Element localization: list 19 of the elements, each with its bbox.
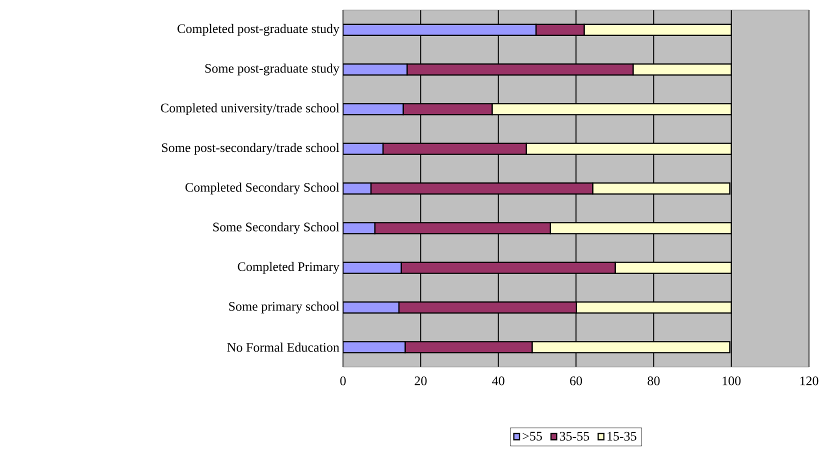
y-tick-label: Completed university/trade school <box>160 103 340 116</box>
y-tick-label: Completed Primary <box>238 262 340 274</box>
y-tick-label: No Formal Education <box>227 342 340 352</box>
x-tick-label: 40 <box>492 376 504 386</box>
y-tick-label: Some Secondary School <box>213 222 340 234</box>
y-tick-label: Completed post-graduate study <box>178 24 340 36</box>
y-tick-label: Some post-graduate study <box>205 64 340 76</box>
legend-label: 35-55 <box>560 432 590 441</box>
x-tick-label: 60 <box>570 376 582 386</box>
legend-label: 15-35 <box>608 432 636 441</box>
x-tick-label: 100 <box>722 376 741 386</box>
x-tick-label: 120 <box>800 376 818 386</box>
x-tick-label: 0 <box>340 376 346 386</box>
x-tick-label: 20 <box>414 376 427 386</box>
y-tick-label: Some primary school <box>229 302 340 314</box>
y-tick-label: Completed Secondary School <box>185 182 340 194</box>
x-tick-label: 80 <box>648 376 660 386</box>
legend-label: >55 <box>522 432 542 441</box>
y-tick-label: Some post-secondary/trade school <box>162 142 340 155</box>
